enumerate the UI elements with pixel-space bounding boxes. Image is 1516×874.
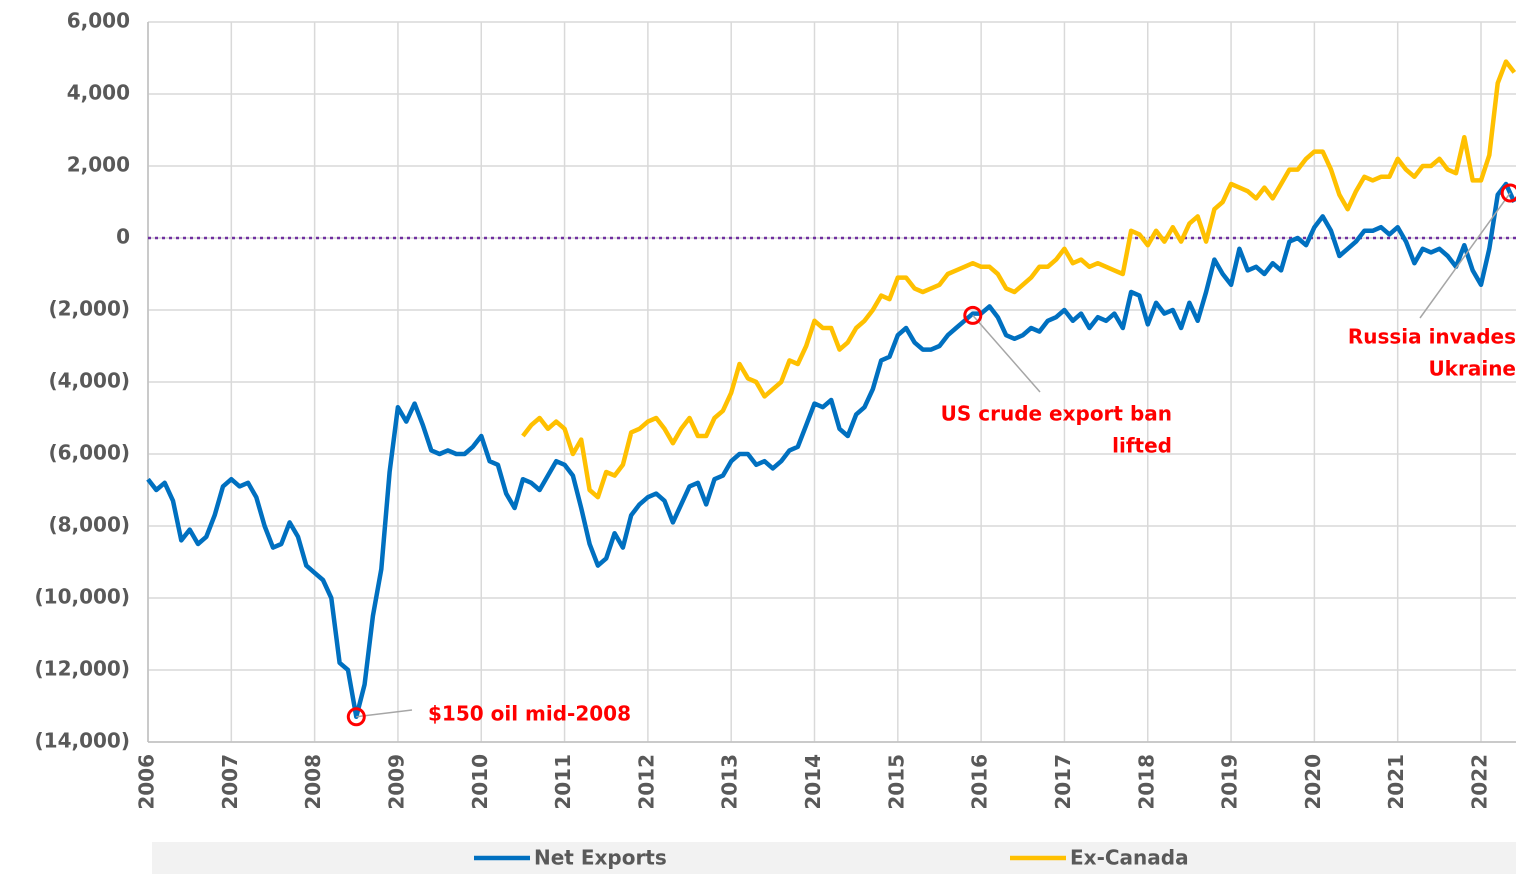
x-tick-label: 2020 [1301,754,1325,810]
y-tick-label: (14,000) [35,729,130,753]
x-tick-label: 2016 [968,754,992,810]
annotation-leader [972,314,1041,393]
y-tick-label: 6,000 [67,9,130,33]
legend-background [152,842,1516,874]
x-tick-label: 2009 [384,754,408,810]
y-tick-label: (12,000) [35,657,130,681]
y-tick-label: (8,000) [48,513,130,537]
x-tick-label: 2007 [218,754,242,810]
annotation-marker [1500,183,1516,203]
x-tick-label: 2013 [718,754,742,810]
y-tick-label: 2,000 [67,153,130,177]
x-tick-label: 2022 [1468,754,1492,810]
y-tick-label: (6,000) [48,441,130,465]
annotation-marker [346,707,366,727]
y-tick-label: (4,000) [48,369,130,393]
x-tick-label: 2010 [468,754,492,810]
legend-label: Net Exports [534,846,667,870]
y-tick-label: (2,000) [48,297,130,321]
series-line [521,59,1516,500]
x-tick-label: 2011 [551,754,575,810]
x-tick-label: 2006 [135,754,159,810]
annotation-text: Ukraine [1428,357,1516,381]
legend-label: Ex-Canada [1070,846,1189,870]
annotation-text: lifted [1112,434,1172,458]
x-tick-label: 2018 [1134,754,1158,810]
annotation-marker [963,305,983,325]
y-tick-label: 0 [116,225,130,249]
x-tick-label: 2012 [634,754,658,810]
annotation-text: Russia invades [1348,325,1516,349]
annotation-text: US crude export ban [941,402,1172,426]
x-tick-label: 2015 [884,754,908,810]
annotation-text: $150 oil mid-2008 [428,702,631,726]
x-tick-label: 2019 [1218,754,1242,810]
x-tick-label: 2017 [1051,754,1075,810]
y-tick-label: 4,000 [67,81,130,105]
x-tick-label: 2014 [801,754,825,810]
x-tick-label: 2008 [301,754,325,810]
annotation-leader [1419,192,1511,319]
series-line [146,181,1516,720]
y-tick-label: (10,000) [35,585,130,609]
x-tick-label: 2021 [1384,754,1408,810]
